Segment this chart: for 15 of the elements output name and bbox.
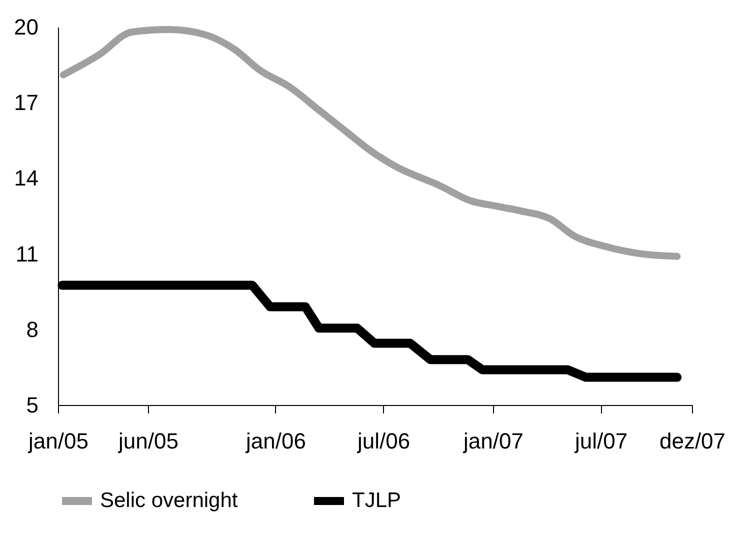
x-tick-label: jan/06 bbox=[245, 428, 306, 454]
x-tick-label: jun/05 bbox=[118, 428, 178, 454]
x-tick-label: dez/07 bbox=[659, 428, 726, 454]
x-tick-label: jan/07 bbox=[462, 428, 524, 454]
y-tick-label: 17 bbox=[14, 90, 38, 116]
y-tick-label: 11 bbox=[16, 241, 38, 266]
y-tick-label: 8 bbox=[26, 316, 38, 342]
legend-label: Selic overnight bbox=[100, 489, 238, 512]
legend-label: TJLP bbox=[352, 489, 402, 512]
x-tick-label: jul/07 bbox=[574, 428, 628, 454]
x-tick-label: jul/06 bbox=[356, 428, 410, 454]
y-tick-label: 5 bbox=[26, 392, 38, 418]
y-tick-label: 14 bbox=[14, 166, 38, 191]
x-tick-label: jan/05 bbox=[28, 428, 88, 454]
y-tick-label: 20 bbox=[14, 14, 38, 40]
